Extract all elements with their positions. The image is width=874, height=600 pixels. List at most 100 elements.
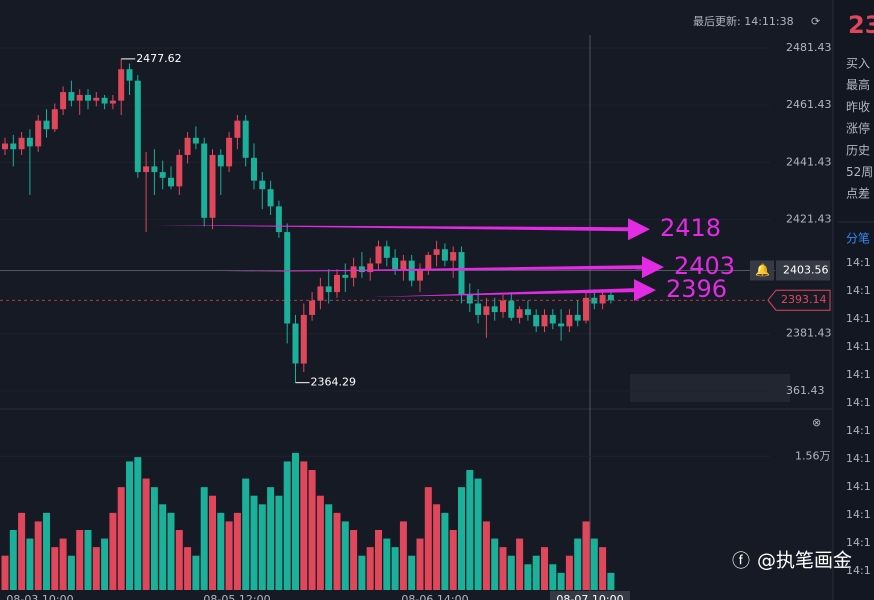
annotation-label: 2396 <box>666 275 727 303</box>
candle-body <box>450 252 457 261</box>
x-tick-label: 08-07 10:00 <box>556 593 623 600</box>
tab[interactable]: 分笔 <box>846 231 870 246</box>
volume-bar <box>391 547 399 590</box>
volume-bar <box>67 555 75 590</box>
candle-body <box>109 100 116 104</box>
candle-body <box>417 269 423 281</box>
candle-body <box>134 80 141 173</box>
candle-body <box>342 274 349 278</box>
volume-bar <box>507 555 515 590</box>
volume-bar <box>217 512 225 590</box>
candle-body <box>483 306 490 315</box>
volume-bar <box>275 495 283 590</box>
volume-bar <box>233 512 241 590</box>
volume-bar <box>366 547 374 590</box>
panel-time: 14:1 <box>846 564 871 577</box>
candle-body <box>159 172 166 178</box>
volume-bar <box>242 478 250 590</box>
candle-body <box>558 323 565 327</box>
candle-body <box>524 309 531 315</box>
candle-body <box>35 120 42 147</box>
candle-body <box>10 143 17 150</box>
candle-body <box>143 166 150 173</box>
candle-body <box>566 314 573 327</box>
volume-bar <box>358 555 366 590</box>
candle-body <box>583 297 589 321</box>
volume-bar <box>424 487 432 590</box>
volume-bar <box>383 538 391 590</box>
volume-bar <box>607 572 615 590</box>
volume-bar <box>59 538 67 590</box>
volume-bar <box>18 512 26 590</box>
close-icon[interactable]: ⊗ <box>812 416 821 429</box>
annotation-arrow <box>152 225 630 232</box>
annotation-arrow <box>220 265 644 272</box>
volume-bar <box>258 504 266 590</box>
candle-body <box>184 137 191 155</box>
annotation-head <box>628 218 650 241</box>
panel-time: 14:1 <box>846 536 871 549</box>
candle-body <box>18 137 25 150</box>
panel-time: 14:1 <box>846 508 871 521</box>
panel-row: 昨收 <box>846 100 870 114</box>
volume-bar <box>466 470 474 590</box>
candle-body <box>275 206 282 233</box>
volume-tick-label: 1.56万 <box>795 449 831 462</box>
candle-body <box>126 69 133 81</box>
candle-body <box>192 137 199 144</box>
candle-body <box>358 266 365 273</box>
volume-bar <box>126 461 133 590</box>
panel-row: 最高 <box>846 77 870 92</box>
crosshair-box <box>776 260 830 281</box>
y-tick-label: 2461.43 <box>786 98 832 111</box>
candle-body <box>383 246 390 258</box>
candle-body <box>226 137 233 167</box>
high-label: 2477.62 <box>136 52 182 65</box>
candle-body <box>300 314 307 364</box>
candle-body <box>375 246 382 264</box>
volume-bar <box>76 530 84 590</box>
volume-bar <box>541 547 548 590</box>
volume-bar <box>142 478 150 590</box>
volume-bar <box>26 538 34 590</box>
volume-bar <box>499 547 507 590</box>
volume-bar <box>458 487 465 590</box>
volume-bar <box>175 530 183 590</box>
last-update: 最后更新: 14:11:38 <box>693 14 794 28</box>
refresh-icon[interactable]: ⟳ <box>811 15 820 28</box>
volume-bar <box>325 504 333 590</box>
candle-body <box>93 97 100 101</box>
candle-body <box>516 309 523 318</box>
y-tick-label: 2421.43 <box>786 212 832 225</box>
volume-bar <box>549 564 557 590</box>
annotation-label: 2418 <box>660 214 721 242</box>
candle-body <box>292 323 299 364</box>
volume-bar <box>433 504 441 590</box>
crosshair-price: 2403.56 <box>783 263 829 276</box>
volume-bar <box>184 547 192 590</box>
volume-bar <box>1 555 9 590</box>
y-tick-label: 361.43 <box>786 384 825 397</box>
blur-box <box>630 374 790 402</box>
panel-time: 14:1 <box>846 452 871 465</box>
candle-body <box>201 143 208 218</box>
volume-bar <box>532 555 540 590</box>
panel-row: 买入 <box>846 57 870 71</box>
x-tick-label: 08-03 10:00 <box>6 593 73 600</box>
candle-body <box>367 263 374 273</box>
panel-time: 14:1 <box>846 396 871 409</box>
candle-body <box>76 94 83 101</box>
candle-body <box>51 109 58 130</box>
volume-bar <box>565 555 573 590</box>
annotation-label: 2403 <box>674 252 735 280</box>
candle-body <box>85 94 91 101</box>
candle-body <box>168 177 174 187</box>
volume-bar <box>225 521 233 590</box>
last-price-box <box>767 289 831 311</box>
candle-body <box>234 120 241 138</box>
volume-bar <box>516 538 524 590</box>
candle-body <box>400 260 407 270</box>
volume-bar <box>300 461 308 590</box>
panel-time: 14:1 <box>846 312 871 325</box>
side-panel <box>833 0 874 600</box>
